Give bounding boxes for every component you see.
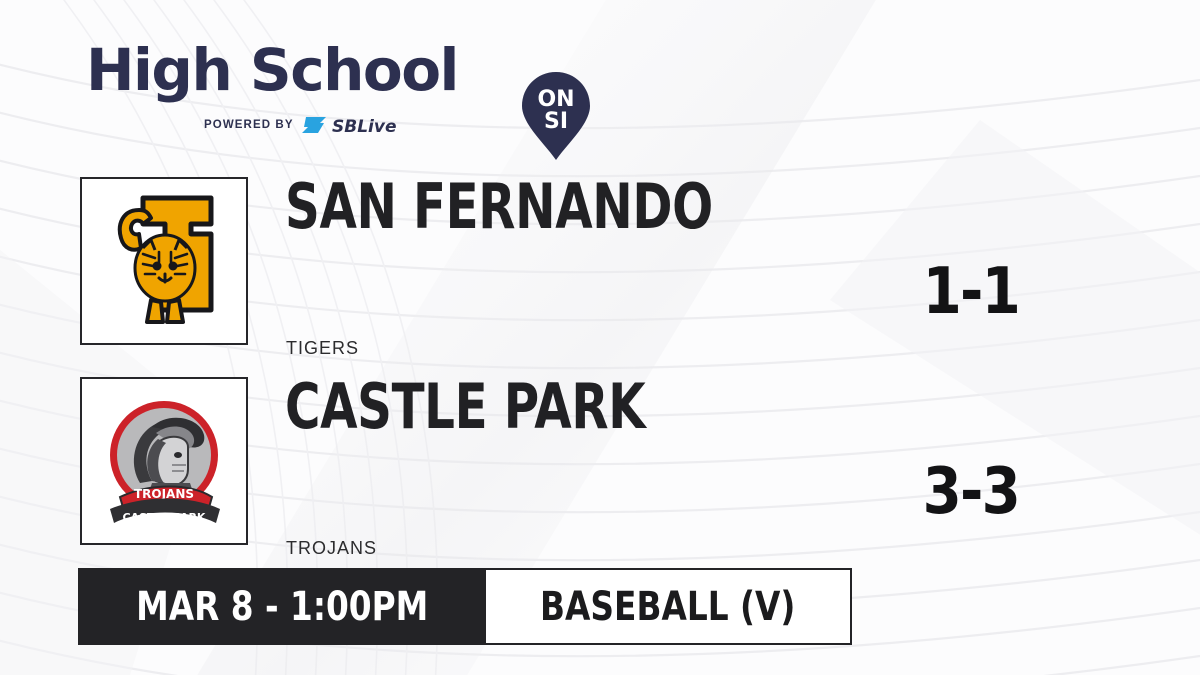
team-mascot-home: TROJANS	[286, 538, 378, 558]
powered-by-label: POWERED BY	[204, 119, 294, 131]
on-si-pin-icon: ON SI	[522, 72, 590, 160]
pin-text-on: ON	[537, 87, 574, 112]
game-sport-text: BASEBALL (V)	[540, 583, 796, 630]
team-school-name-away: SAN FERNANDO	[285, 170, 713, 243]
sblive-wordmark: SBLive	[332, 117, 396, 136]
team-record-away: 1-1	[922, 255, 1021, 329]
powered-by-block: POWERED BY SBLive	[204, 114, 424, 136]
team-logo-away	[80, 177, 248, 345]
game-datetime-text: MAR 8 - 1:00PM	[136, 583, 429, 630]
pin-text-si: SI	[544, 109, 568, 134]
game-sport-block: BASEBALL (V)	[486, 568, 852, 645]
game-info-bar: MAR 8 - 1:00PM BASEBALL (V)	[78, 568, 852, 645]
team-logo-home: TROJANS CASTLE PARK	[80, 377, 248, 545]
san-fernando-tigers-logo-icon	[117, 195, 214, 324]
team-school-name-home: CASTLE PARK	[285, 370, 646, 443]
brand-logo: High School ON SI POWERED BY SBLive	[86, 36, 590, 160]
game-datetime-block: MAR 8 - 1:00PM	[78, 568, 487, 645]
brand-wordmark: High School	[86, 36, 459, 104]
team-mascot-away: TIGERS	[286, 338, 360, 358]
sblive-logo-icon: SBLive	[301, 117, 396, 136]
team-record-home: 3-3	[922, 455, 1021, 529]
castle-park-trojans-logo-icon: TROJANS CASTLE PARK	[110, 401, 220, 524]
logo-banner-trojans: TROJANS	[134, 487, 194, 501]
logo-banner-castle-park: CASTLE PARK	[123, 511, 206, 524]
